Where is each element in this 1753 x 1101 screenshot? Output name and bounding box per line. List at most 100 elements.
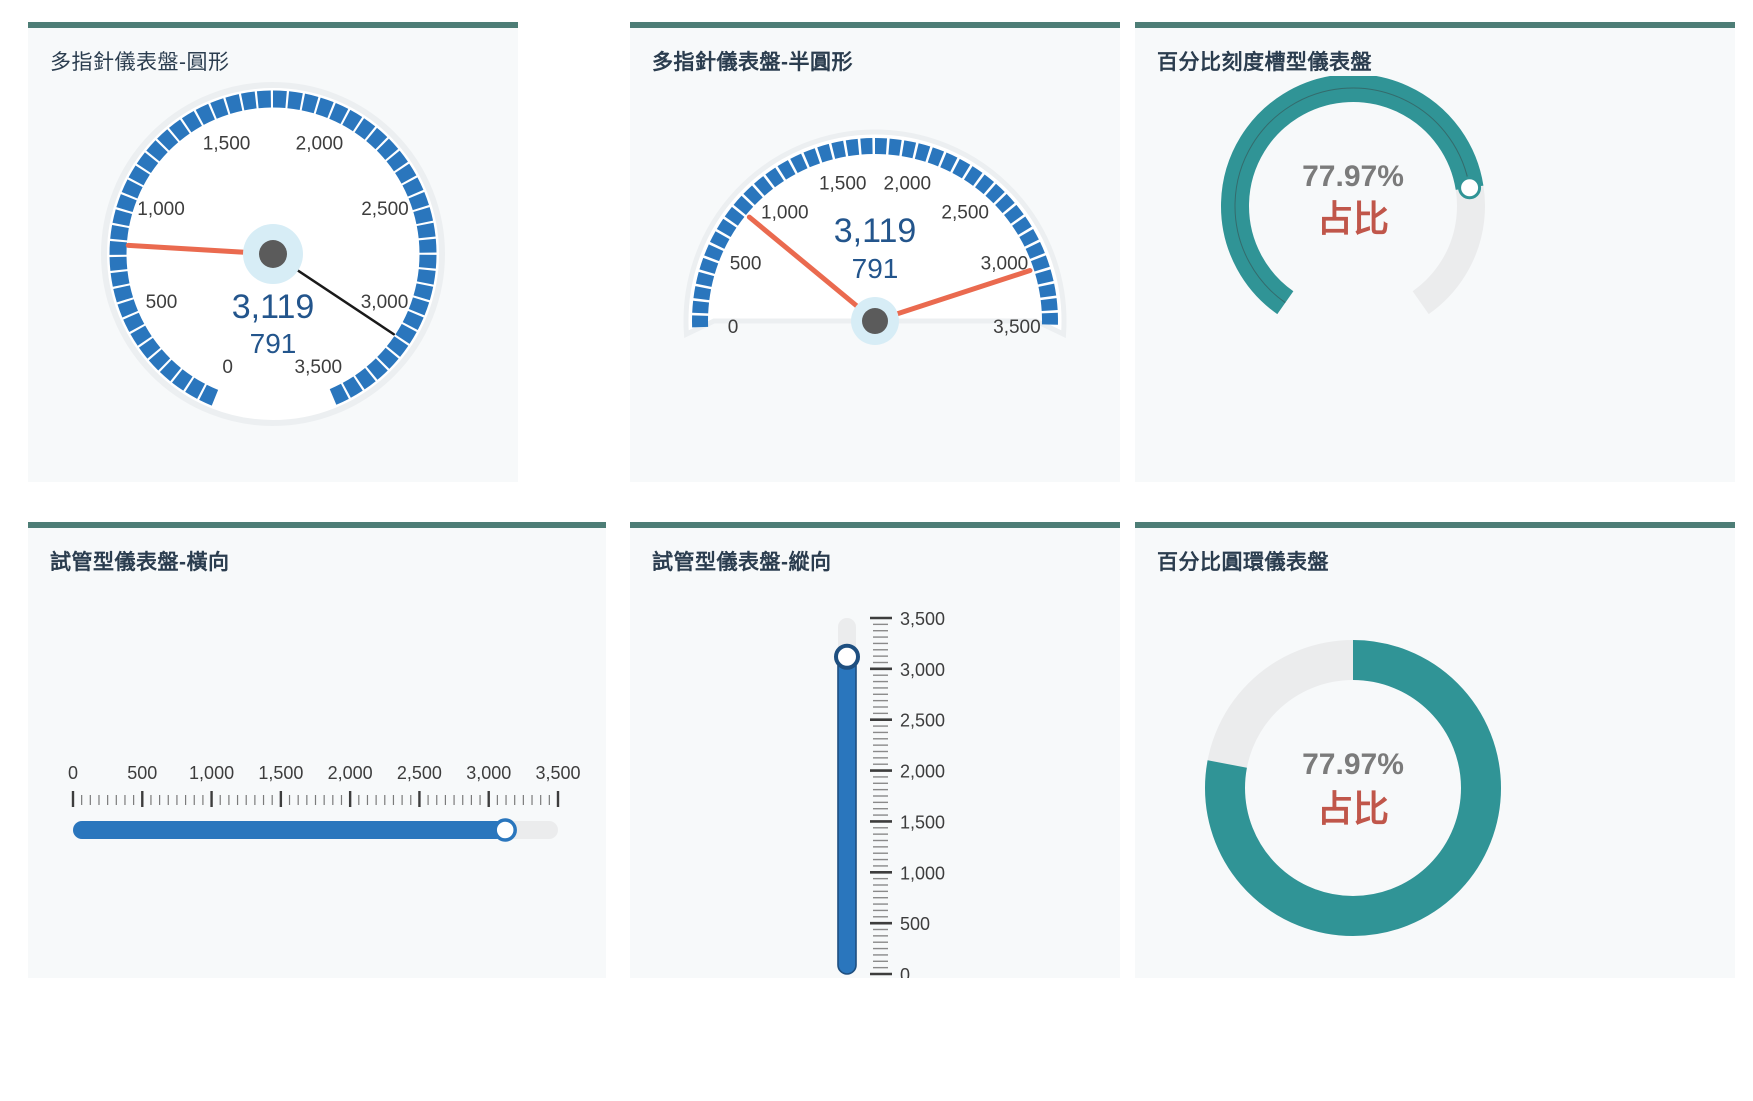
gauge-scale-segment — [888, 138, 902, 156]
gauge-scale-segment — [1040, 298, 1058, 312]
gauge-scale-segment — [860, 138, 873, 155]
gauge-scale-segment — [803, 148, 821, 168]
tube-tick-label: 0 — [68, 763, 78, 783]
gauge-scale-segment — [116, 194, 137, 213]
gauge-scale-segment — [985, 183, 1005, 204]
panel-semicircular-multi-needle-gauge: 多指針儀表盤-半圓形 0 500 1,000 1,500 2,000 2,500 3,000… — [630, 22, 1120, 482]
gauge-scale-segment — [181, 111, 203, 133]
tube-tick-label: 1,500 — [900, 812, 945, 832]
percent-gauge-handle[interactable] — [1458, 176, 1482, 200]
gauge-scale-segment — [315, 97, 334, 118]
gauge-scale-segment — [408, 297, 430, 316]
percent-slot-gauge-svg: 77.97% 占比 — [1221, 76, 1485, 315]
gauge-scale-segment — [395, 163, 417, 184]
gauge-tick-label: 0 — [728, 317, 739, 338]
tube-tick-label: 1,000 — [900, 863, 945, 883]
gauge-scale-segment — [402, 310, 424, 331]
gauge-scale-segment — [963, 166, 983, 186]
gauge-scale-segment — [695, 271, 715, 287]
gauge-tick-label: 2,000 — [296, 133, 344, 154]
gauge-scale-segment — [355, 367, 376, 390]
chart-area-percent-slot: 77.97% 占比 — [1135, 76, 1735, 480]
gauge-scale-segment — [395, 323, 417, 344]
gauge-scale-segment — [940, 152, 958, 172]
gauge-scale-segment — [408, 191, 429, 211]
gauge-scale-segment — [110, 225, 129, 241]
percent-donut-svg: 77.97% 占比 — [1205, 640, 1501, 936]
gauge-scale-segment — [765, 167, 785, 188]
tube-tick-label: 500 — [127, 763, 157, 783]
gauge-tick-label: 3,000 — [981, 254, 1029, 275]
percent-value: 77.97% — [1302, 748, 1404, 781]
gauge-scale-segment — [157, 129, 179, 151]
gauge-tick-label: 1,500 — [819, 174, 867, 195]
donut-fill — [1205, 640, 1501, 936]
gauge-scale-segment — [169, 119, 190, 142]
gauge-scale-segment — [185, 377, 206, 399]
gauge-scale-segment — [342, 376, 363, 398]
gauge-scale-segment — [995, 193, 1015, 214]
gauge-scale-segment — [817, 143, 833, 163]
tube-handle[interactable] — [493, 818, 517, 842]
gauge-value-primary: 3,119 — [232, 288, 315, 326]
gauge-scale-segment — [416, 222, 436, 239]
gauge-scale-segment — [117, 299, 139, 318]
percent-caption: 占比 — [1317, 198, 1389, 239]
gauge-scale-segment — [123, 312, 145, 333]
gauge-scale-segment — [272, 90, 287, 109]
gauge-scale-segment — [743, 185, 763, 206]
gauge-tick-label: 1,000 — [761, 202, 809, 223]
gauge-scale-segment — [225, 94, 243, 114]
gauge-scale-segment — [159, 359, 182, 382]
gauge-scale-segment — [1038, 283, 1057, 298]
panel-percent-slot-gauge: 百分比刻度槽型儀表盤 77.97% 占比 — [1135, 22, 1735, 482]
gauge-scale-segment — [366, 358, 388, 380]
gauge-tick-label: 3,000 — [361, 292, 409, 313]
gauge-scale-segment — [241, 91, 257, 111]
gauge-scale-segment — [112, 209, 133, 227]
gauge-scale-segment — [974, 174, 995, 195]
gauge-scale-segment — [130, 325, 152, 346]
gauge-scale-segment — [952, 158, 971, 179]
gauge-scale-segment — [121, 179, 143, 199]
gauge-scale-segment — [733, 195, 754, 216]
tube-tick-label: 2,000 — [900, 762, 945, 782]
gauge-value-secondary: 791 — [852, 253, 899, 284]
tube-fill — [837, 655, 857, 975]
gauge-scale-segment — [416, 269, 436, 285]
percent-gauge-fill-outline — [1234, 87, 1471, 304]
gauge-scale-segment — [845, 138, 860, 157]
gauge-scale-segment — [1019, 228, 1039, 247]
panel-title-vertical-tube: 試管型儀表盤-縱向 — [652, 551, 832, 574]
gauge-tick-label: 500 — [146, 292, 178, 313]
tube-tick-label: 3,000 — [900, 660, 945, 680]
gauge-scale-segment — [1025, 241, 1045, 259]
gauge-scale-segment — [790, 153, 808, 174]
circular-gauge-svg: 0 500 1,000 1,500 2,000 2,500 3,000 3,500 3,119… — [101, 82, 445, 426]
tube-handle[interactable] — [834, 643, 860, 670]
needle-hub — [259, 240, 287, 268]
gauge-scale-segment — [110, 271, 130, 287]
tube-tick-label: 3,500 — [900, 609, 945, 629]
gauge-scale-segment — [1030, 255, 1050, 272]
gauge-scale-segment — [354, 118, 376, 140]
gauge-scale-segment — [329, 383, 349, 405]
panel-horizontal-tube-gauge: 試管型儀表盤-橫向 0 500 1,000 1,500 2,000 2,500 3,000 3… — [28, 522, 606, 978]
gauge-scale-segment — [172, 369, 193, 391]
gauge-scale-segment — [709, 231, 730, 249]
gauge-scale-segment — [1035, 269, 1054, 285]
gauge-scale-segment — [366, 127, 388, 150]
gauge-scale-segment — [342, 109, 363, 132]
gauge-scale-segment — [692, 300, 710, 314]
gauge-tick-label: 3,500 — [993, 317, 1041, 338]
gauge-scale-segment — [376, 138, 399, 160]
gauge-scale-segment — [256, 90, 272, 109]
gauge-tick-label: 2,000 — [884, 174, 932, 195]
gauge-scale-segment — [148, 349, 171, 371]
chart-area-percent-donut: 77.97% 占比 — [1135, 576, 1735, 976]
panel-title-circular: 多指針儀表盤-圓形 — [50, 51, 230, 74]
gauge-value-primary: 3,119 — [834, 212, 917, 250]
gauge-tick-label: 1,500 — [203, 133, 251, 154]
tube-tick-label: 1,500 — [258, 763, 303, 783]
